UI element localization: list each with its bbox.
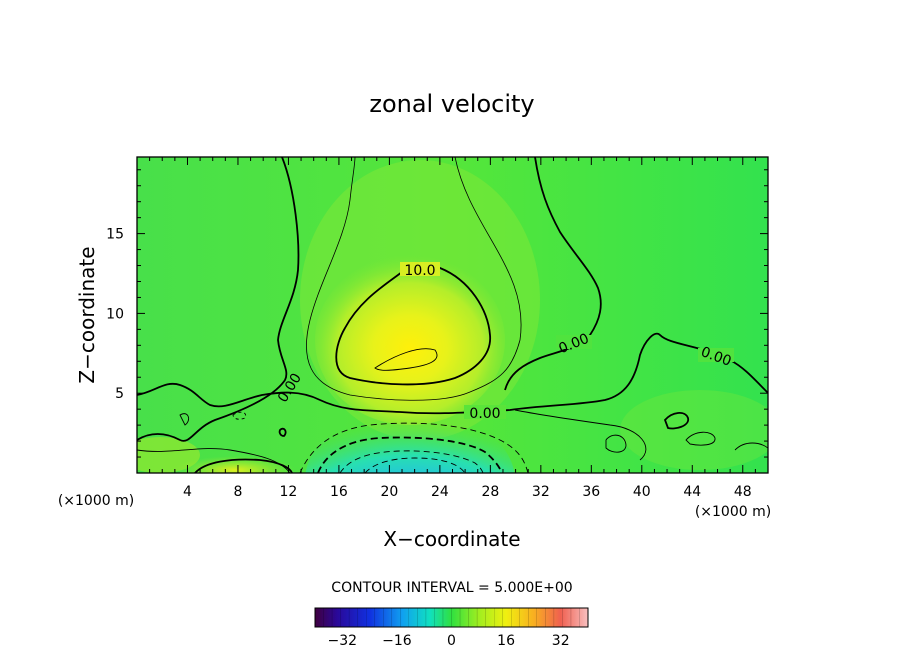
y-tick-label: 10 bbox=[106, 306, 124, 322]
contour-neg-5 bbox=[299, 422, 529, 473]
contour-label-bg-zero-b bbox=[556, 335, 592, 349]
contour-lines bbox=[137, 157, 768, 473]
contour-label-bg-zero-a bbox=[464, 405, 506, 419]
contour-surface-left-thin bbox=[137, 448, 291, 473]
contour-zero-right bbox=[504, 157, 602, 391]
y-tick-label: 15 bbox=[106, 227, 124, 243]
colorbar-tick-label: −32 bbox=[328, 633, 358, 649]
x-tick-label: 44 bbox=[683, 484, 701, 500]
x-tick-label: 48 bbox=[734, 484, 752, 500]
x-tick-label: 28 bbox=[481, 484, 499, 500]
contour-surface-left bbox=[194, 458, 293, 473]
field-positive-zone-right bbox=[620, 390, 768, 470]
surface-minimum-shading bbox=[305, 410, 515, 473]
x-axis-ticks: 4 8 12 16 20 24 28 32 36 40 44 48 bbox=[136, 157, 769, 500]
contour-blob-left-2 bbox=[232, 411, 247, 420]
jet-maximum-shading bbox=[315, 255, 505, 425]
contour-neg-20 bbox=[364, 457, 466, 473]
contour-neg-10 bbox=[317, 436, 503, 473]
x-tick-label: 8 bbox=[233, 484, 242, 500]
colorbar-ticks: −32 −16 0 16 32 bbox=[314, 608, 589, 649]
x-tick-label: 40 bbox=[633, 484, 651, 500]
x-tick-label: 32 bbox=[532, 484, 550, 500]
colorbar-tick-label: 0 bbox=[447, 633, 456, 649]
contour-blob-right-1 bbox=[663, 412, 689, 430]
contour-zero-left bbox=[137, 157, 300, 442]
contour-neg-15 bbox=[339, 450, 484, 473]
x-unit-right: (×1000 m) bbox=[695, 504, 771, 520]
contour-blob-right-2 bbox=[685, 431, 716, 446]
x-tick-label: 36 bbox=[582, 484, 600, 500]
x-unit-left: (×1000 m) bbox=[58, 493, 134, 509]
colorbar-tick-label: −16 bbox=[382, 633, 412, 649]
x-tick-label: 4 bbox=[183, 484, 192, 500]
x-axis-label: X−coordinate bbox=[383, 527, 520, 551]
plot-area bbox=[137, 157, 768, 473]
x-tick-label: 12 bbox=[280, 484, 298, 500]
y-axis-ticks: 5 10 15 bbox=[106, 169, 768, 458]
contour-blob-left-3 bbox=[278, 427, 287, 437]
surface-positive-shading bbox=[137, 437, 200, 473]
contour-blob-right-4 bbox=[734, 442, 768, 451]
contour-label-10: 10.0 bbox=[404, 263, 435, 279]
x-tick-label: 24 bbox=[431, 484, 449, 500]
contour-10 bbox=[335, 264, 491, 386]
colorbar-tick-label: 16 bbox=[497, 633, 515, 649]
x-tick-label: 20 bbox=[380, 484, 398, 500]
y-axis-label: Z−coordinate bbox=[75, 246, 99, 383]
contour-label-zero-a: 0.00 bbox=[469, 406, 500, 422]
chart-title: zonal velocity bbox=[369, 90, 534, 118]
contour-15 bbox=[374, 348, 438, 371]
y-tick-label: 5 bbox=[115, 386, 124, 402]
contour-5 bbox=[306, 157, 522, 401]
contour-blob-left-1 bbox=[179, 413, 190, 426]
contour-right-thin bbox=[514, 409, 647, 461]
contour-label-bg-zero-c bbox=[698, 348, 734, 362]
colorbar-tick-label: 32 bbox=[552, 633, 570, 649]
x-tick-label: 16 bbox=[330, 484, 348, 500]
contour-label-bg-10 bbox=[400, 262, 440, 276]
contour-interval-text: CONTOUR INTERVAL = 5.000E+00 bbox=[331, 580, 572, 596]
contour-blob-right-3 bbox=[605, 434, 627, 453]
